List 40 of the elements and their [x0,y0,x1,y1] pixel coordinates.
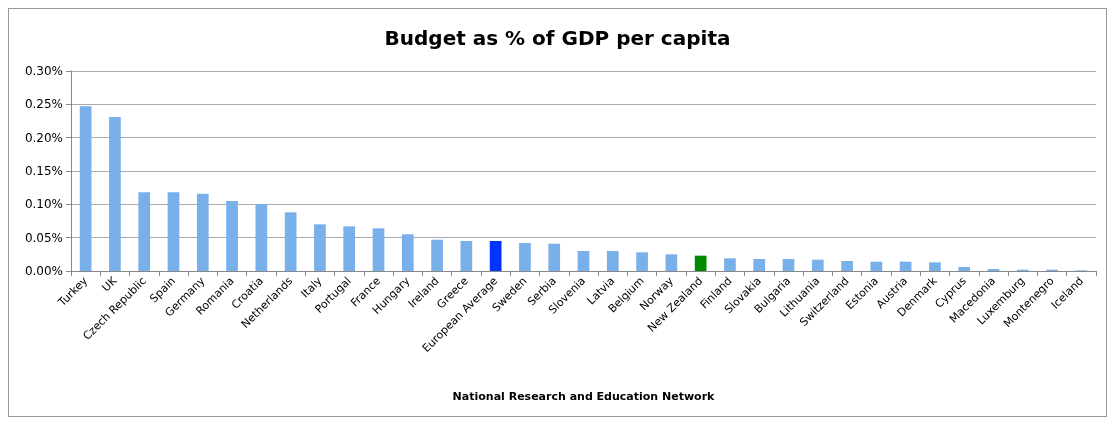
bar [431,239,443,271]
bar [811,259,824,271]
bar [460,241,473,271]
bar [519,243,531,271]
bar [577,251,590,271]
bar [196,193,209,271]
bar [489,241,502,271]
bar [167,192,180,271]
bar [343,226,356,271]
bar [255,204,268,271]
y-tick-label: 0.25% [24,97,63,112]
bar [753,259,766,271]
y-tick-label: 0.30% [24,64,63,78]
y-tick-label: 0.20% [24,130,63,145]
bar [958,267,971,271]
y-tick-label: 0.05% [24,230,63,245]
bar [548,243,561,271]
bar [79,106,92,271]
bar [372,228,385,271]
y-tick-label: 0.15% [24,164,63,178]
bar [226,201,238,271]
bar [636,252,648,271]
bar [870,261,883,271]
bar [724,258,736,271]
bar [401,234,414,271]
bar [694,255,707,271]
bar [606,251,619,271]
x-axis-title: National Research and Education Network [452,390,716,403]
bar [665,254,678,271]
bar [284,212,297,271]
y-tick-label: 0.00% [24,264,63,278]
bar [899,261,912,271]
bar [782,259,795,271]
bar [314,224,326,271]
bar [138,192,151,271]
bar [929,262,941,271]
bar [841,261,853,271]
chart-title: Budget as % of GDP per capita [384,26,731,50]
bar [109,117,121,271]
y-tick-label: 0.10% [24,197,63,212]
